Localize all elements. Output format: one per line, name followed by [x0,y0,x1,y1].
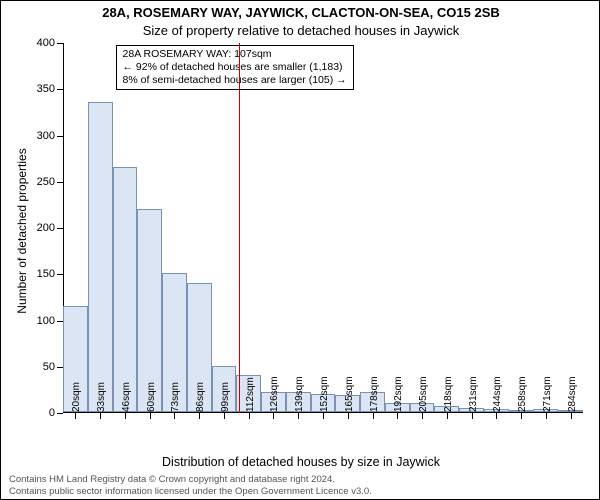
x-tick [422,413,423,419]
histogram-bar [113,167,138,412]
x-tick-label: 126sqm [269,376,280,412]
x-tick-label: 112sqm [245,377,256,412]
x-tick [150,413,151,419]
x-tick [174,413,175,419]
x-tick-label: 205sqm [418,376,429,412]
annotation-line2: ← 92% of detached houses are smaller (1,… [123,61,347,74]
x-tick-label: 192sqm [393,376,404,412]
x-tick-label: 60sqm [146,382,157,412]
x-tick-label: 99sqm [220,382,231,412]
plot-area: 28A ROSEMARY WAY: 107sqm ← 92% of detach… [63,43,583,413]
x-tick-label: 46sqm [121,382,132,412]
x-tick [521,413,522,419]
annotation-box: 28A ROSEMARY WAY: 107sqm ← 92% of detach… [116,45,354,90]
x-tick-label: 231sqm [468,376,479,412]
y-tick-label: 350 [15,83,55,95]
x-tick [373,413,374,419]
annotation-line1: 28A ROSEMARY WAY: 107sqm [123,48,347,61]
x-tick-label: 20sqm [71,382,82,412]
reference-line [239,43,240,413]
x-tick-label: 218sqm [443,376,454,412]
chart-title-line2: Size of property relative to detached ho… [1,23,600,38]
x-axis-label: Distribution of detached houses by size … [1,455,600,469]
x-tick-label: 271sqm [542,376,553,412]
y-tick [57,274,63,275]
y-tick-label: 200 [15,222,55,234]
x-tick [571,413,572,419]
footer-line2: Contains public sector information licen… [9,486,372,497]
y-tick-label: 150 [15,268,55,280]
y-tick-label: 50 [15,361,55,373]
x-tick-label: 139sqm [294,376,305,412]
x-tick [125,413,126,419]
x-tick-label: 73sqm [170,382,181,412]
x-tick [298,413,299,419]
x-tick [546,413,547,419]
x-tick-label: 258sqm [517,376,528,412]
x-tick-label: 33sqm [96,382,107,412]
y-tick [57,413,63,414]
footer-line1: Contains HM Land Registry data © Crown c… [9,474,372,485]
annotation-line3: 8% of semi-detached houses are larger (1… [123,74,347,87]
y-tick-label: 0 [15,407,55,419]
y-tick [57,43,63,44]
x-tick-label: 165sqm [344,376,355,412]
y-tick [57,89,63,90]
x-tick [397,413,398,419]
x-tick-label: 178sqm [369,376,380,412]
chart-container: 28A, ROSEMARY WAY, JAYWICK, CLACTON-ON-S… [0,0,600,500]
x-tick [75,413,76,419]
x-tick [199,413,200,419]
x-tick-label: 86sqm [195,382,206,412]
y-tick [57,228,63,229]
y-tick-label: 250 [15,176,55,188]
x-tick [100,413,101,419]
x-tick [348,413,349,419]
y-tick [57,136,63,137]
histogram-bar [88,102,113,412]
y-tick [57,182,63,183]
chart-title-line1: 28A, ROSEMARY WAY, JAYWICK, CLACTON-ON-S… [1,5,600,20]
y-tick-label: 100 [15,315,55,327]
x-tick-label: 244sqm [492,376,503,412]
x-tick [472,413,473,419]
y-tick-label: 300 [15,130,55,142]
x-tick [496,413,497,419]
x-tick-label: 284sqm [567,376,578,412]
x-tick [323,413,324,419]
x-tick-label: 152sqm [319,376,330,412]
x-tick [273,413,274,419]
y-tick-label: 400 [15,37,55,49]
x-tick [224,413,225,419]
footer-attribution: Contains HM Land Registry data © Crown c… [9,474,372,497]
x-tick [447,413,448,419]
x-tick [249,413,250,419]
